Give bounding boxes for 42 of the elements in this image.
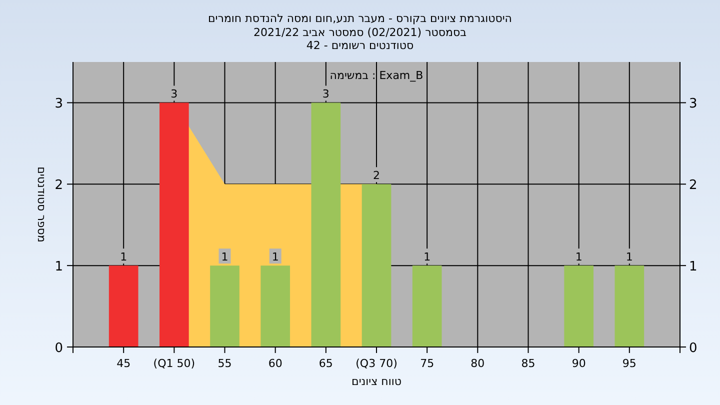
- y2-tick-label: 3: [689, 96, 698, 112]
- bar: [159, 102, 189, 347]
- data-label: 1: [221, 250, 228, 264]
- data-label: 2: [373, 169, 380, 182]
- x-tick-label: 85: [521, 357, 536, 370]
- bar: [362, 184, 392, 347]
- x-tick-label: (Q1 50): [153, 357, 196, 370]
- bar: [108, 266, 138, 347]
- data-label: 1: [626, 250, 633, 264]
- bar: [311, 102, 341, 347]
- y-tick-label: 2: [54, 178, 63, 194]
- data-label: 3: [170, 88, 178, 101]
- x-tick-label: 65: [318, 357, 333, 370]
- chart-subtitle: בסמסטר (02/2021) סמסטר אביב 2021/22 סטודנטים רשומים - 42: [253, 26, 467, 52]
- data-label: 1: [424, 250, 431, 264]
- bar: [564, 266, 594, 347]
- x-axis-title: טווח ציונים: [352, 375, 402, 388]
- bar: [614, 266, 644, 347]
- data-label: 3: [322, 88, 330, 101]
- x-tick-label: 60: [268, 357, 282, 370]
- x-tick-label: 75: [420, 357, 434, 370]
- bar: [210, 266, 240, 347]
- bar: [412, 266, 442, 347]
- x-tick-label: 90: [572, 357, 586, 370]
- y-tick-label: 3: [54, 96, 63, 112]
- data-label: 1: [575, 250, 582, 264]
- y2-tick-label: 0: [689, 341, 698, 356]
- y2-tick-label: 1: [689, 260, 698, 275]
- bar: [260, 266, 290, 347]
- y-tick-label: 0: [54, 341, 63, 356]
- x-tick-label: (Q3 70): [356, 357, 398, 370]
- data-label: 1: [120, 250, 128, 264]
- chart-title: היסטוגרמת ציונים בקורס - מעבר תנע,חום ומסה להנדסת חומרים: [208, 12, 512, 25]
- x-tick-label: 95: [622, 357, 636, 370]
- x-tick-label: 55: [218, 357, 232, 370]
- y-tick-label: 1: [54, 260, 63, 275]
- y-axis-title: מספר סטודנטים: [35, 166, 48, 242]
- data-label: 1: [272, 250, 279, 264]
- x-tick-label: 45: [116, 357, 131, 370]
- y2-tick-label: 2: [689, 178, 698, 194]
- annotation: במשימה : Exam_B: [330, 69, 424, 82]
- x-tick-label: 80: [470, 357, 485, 370]
